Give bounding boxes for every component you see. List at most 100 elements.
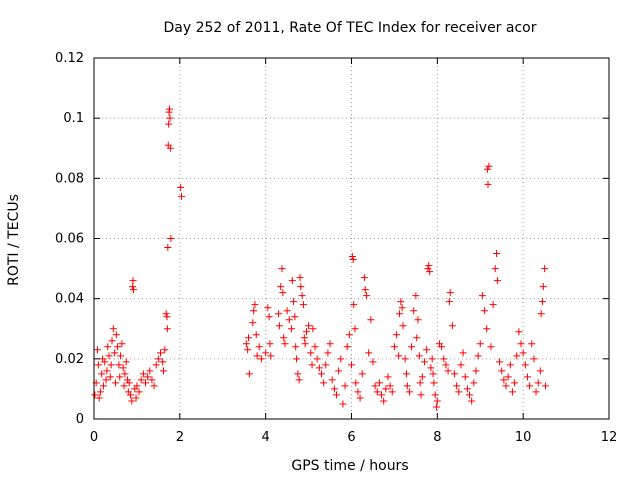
data-point [265, 313, 273, 321]
data-point [365, 349, 373, 357]
data-point [137, 376, 145, 384]
data-point [395, 352, 403, 360]
data-point [93, 346, 101, 354]
data-point [498, 367, 506, 375]
data-point [322, 361, 330, 369]
data-point [484, 180, 492, 188]
data-point [313, 355, 321, 363]
data-point [119, 364, 127, 372]
data-point [298, 292, 306, 300]
data-point [285, 316, 293, 324]
data-point [388, 388, 396, 396]
data-point [536, 367, 544, 375]
data-point [112, 331, 120, 339]
data-point [146, 367, 154, 375]
data-point [339, 400, 347, 408]
data-point [164, 244, 172, 252]
data-point [466, 391, 474, 399]
data-point [398, 304, 406, 312]
data-point [279, 289, 287, 297]
data-point [470, 379, 478, 387]
data-point [252, 331, 260, 339]
data-point [534, 379, 542, 387]
data-point [244, 346, 252, 354]
data-point [493, 277, 501, 285]
data-point [358, 370, 366, 378]
data-point [455, 388, 463, 396]
data-point [444, 367, 452, 375]
data-point [423, 346, 431, 354]
data-point [474, 352, 482, 360]
data-point [483, 325, 491, 333]
data-point [386, 382, 394, 390]
data-point [375, 379, 383, 387]
data-point [326, 340, 334, 348]
data-point [511, 379, 519, 387]
data-point [350, 301, 358, 309]
data-point [519, 349, 527, 357]
y-tick-label: 0.1 [63, 111, 84, 126]
data-point [117, 352, 125, 360]
data-point [491, 265, 499, 273]
data-point [242, 340, 250, 348]
chart-title: Day 252 of 2011, Rate Of TEC Index for r… [164, 20, 537, 36]
data-point [402, 370, 410, 378]
data-point [528, 340, 536, 348]
data-point [297, 283, 305, 291]
data-point [129, 283, 137, 291]
data-point [457, 361, 465, 369]
data-point [433, 397, 441, 405]
data-point [390, 343, 398, 351]
data-point [160, 367, 168, 375]
data-point [307, 349, 315, 357]
data-point [118, 340, 126, 348]
data-point [461, 373, 469, 381]
data-point [373, 388, 381, 396]
data-point [167, 235, 175, 242]
data-point [369, 358, 377, 366]
data-point [125, 379, 133, 387]
data-point [262, 349, 270, 357]
data-point [324, 349, 332, 357]
data-point [418, 373, 426, 381]
data-point [541, 382, 549, 390]
data-point [431, 391, 439, 399]
data-point [96, 388, 104, 396]
x-tick-label: 0 [90, 430, 98, 445]
data-point [399, 322, 407, 330]
data-point [166, 105, 174, 113]
data-point [348, 361, 355, 369]
y-tick-label: 0.08 [55, 171, 84, 186]
data-point [335, 367, 343, 375]
data-point [500, 376, 508, 384]
data-point [154, 355, 162, 363]
data-point [330, 385, 338, 393]
data-point [120, 382, 128, 390]
data-point [413, 334, 421, 342]
data-point [360, 274, 368, 282]
data-point [103, 367, 111, 375]
data-point [448, 322, 456, 330]
data-point [277, 283, 285, 291]
data-point [417, 391, 425, 399]
data-point [302, 328, 310, 336]
data-point [294, 370, 302, 378]
data-point [363, 292, 371, 300]
data-point [348, 253, 356, 261]
data-point [91, 391, 99, 399]
y-tick-label: 0.04 [55, 292, 84, 307]
data-point [463, 385, 471, 393]
data-point [250, 307, 258, 315]
data-point [281, 340, 289, 348]
data-point [152, 361, 160, 369]
data-point [163, 313, 171, 321]
y-tick-label: 0.06 [55, 232, 84, 247]
data-point [354, 388, 362, 396]
data-point [532, 388, 540, 396]
data-point [438, 343, 446, 351]
data-point [162, 310, 170, 318]
data-point [515, 328, 523, 336]
data-point [159, 358, 167, 366]
data-point [440, 355, 448, 363]
